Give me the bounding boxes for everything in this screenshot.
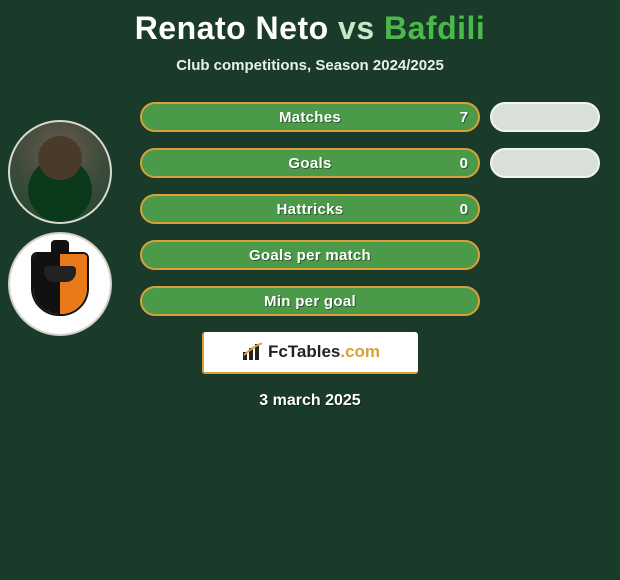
stat-bar-player1: Min per goal [140, 286, 480, 316]
stat-bar-player1: Goals 0 [140, 148, 480, 178]
stat-value-player1: 0 [460, 155, 468, 172]
fctables-logo: FcTables.com [202, 332, 418, 374]
stat-bar-player1: Hattricks 0 [140, 194, 480, 224]
stat-label: Hattricks [277, 201, 344, 218]
title-player1: Renato Neto [135, 10, 329, 46]
stat-row: Goals 0 [140, 148, 480, 178]
content-area: Matches 7 Goals 0 Hattricks 0 Goals per match M… [0, 102, 620, 410]
stat-row: Hattricks 0 [140, 194, 480, 224]
date-label: 3 march 2025 [0, 392, 620, 410]
stat-bar-player2 [490, 148, 600, 178]
stat-label: Matches [279, 109, 341, 126]
stat-bar-player2 [490, 102, 600, 132]
crest-icon [31, 248, 89, 320]
logo-text-suffix: .com [340, 342, 380, 361]
stat-bar-player1: Goals per match [140, 240, 480, 270]
stat-label: Min per goal [264, 293, 356, 310]
stat-bars: Matches 7 Goals 0 Hattricks 0 Goals per match M… [140, 102, 480, 316]
logo-text-main: FcTables [268, 342, 340, 361]
bar-chart-icon [242, 343, 264, 361]
stat-value-player1: 0 [460, 201, 468, 218]
stat-label: Goals [288, 155, 331, 172]
page-title: Renato Neto vs Bafdili [0, 0, 620, 47]
player-photo-avatar [8, 120, 112, 224]
stat-row: Matches 7 [140, 102, 480, 132]
subtitle: Club competitions, Season 2024/2025 [0, 57, 620, 74]
stat-value-player1: 7 [460, 109, 468, 126]
stat-row: Goals per match [140, 240, 480, 270]
logo-text: FcTables.com [268, 342, 380, 362]
avatars [8, 120, 112, 344]
stat-bar-player1: Matches 7 [140, 102, 480, 132]
title-vs: vs [338, 10, 375, 46]
title-player2: Bafdili [384, 10, 485, 46]
stat-row: Min per goal [140, 286, 480, 316]
stat-label: Goals per match [249, 247, 371, 264]
club-crest-avatar [8, 232, 112, 336]
